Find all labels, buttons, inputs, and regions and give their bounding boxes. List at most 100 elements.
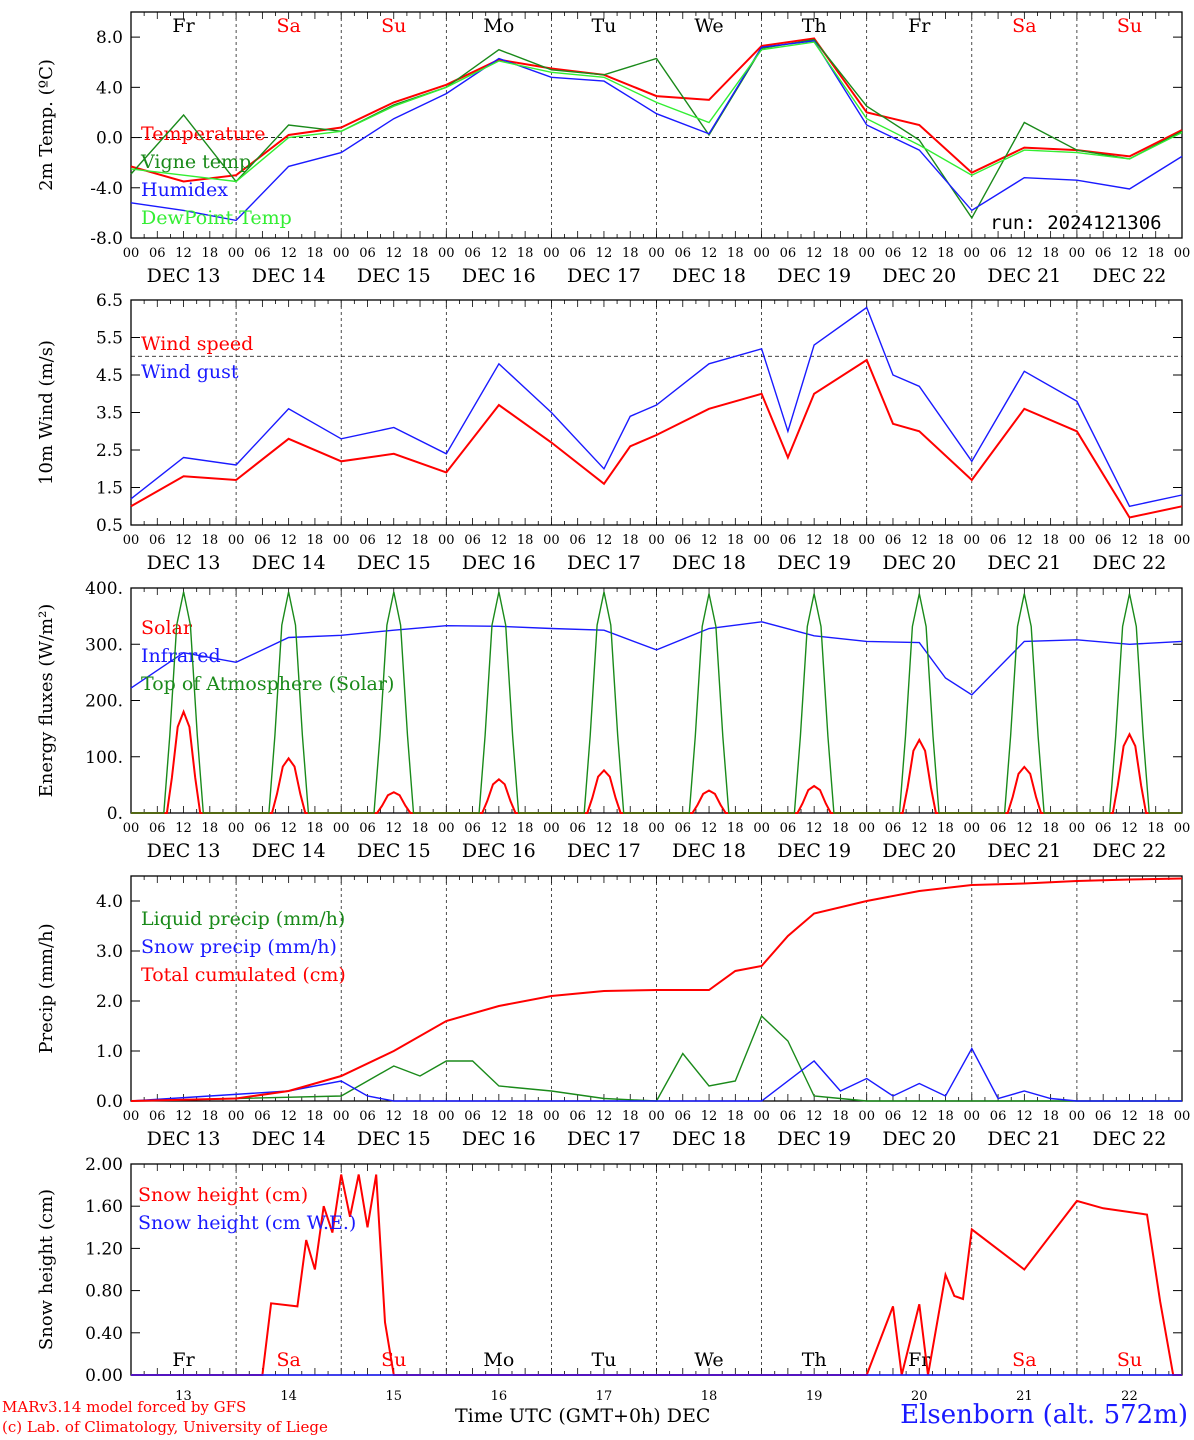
weekday-label: Sa bbox=[1012, 1349, 1036, 1371]
date-label: DEC 15 bbox=[357, 1128, 431, 1150]
date-label: DEC 20 bbox=[882, 840, 956, 862]
hour-tick-label: 18 bbox=[412, 821, 429, 836]
y-tick-label: 2.00 bbox=[85, 1155, 123, 1175]
run-label: run: 2024121306 bbox=[990, 212, 1162, 234]
hour-tick-label: 12 bbox=[806, 1109, 823, 1124]
hour-tick-label: 00 bbox=[333, 821, 350, 836]
hour-tick-label: 06 bbox=[885, 1109, 902, 1124]
credit-line-2: (c) Lab. of Climatology, University of L… bbox=[2, 1418, 328, 1436]
y-tick-label: 8.0 bbox=[96, 28, 123, 48]
hour-tick-label: 06 bbox=[149, 1109, 166, 1124]
hour-tick-label: 00 bbox=[964, 246, 981, 261]
date-label: DEC 17 bbox=[567, 1128, 641, 1150]
weekday-label: Sa bbox=[1012, 15, 1036, 37]
hour-tick-label: 12 bbox=[1016, 821, 1033, 836]
weekday-label: Tu bbox=[591, 1349, 616, 1371]
series-line-snow-precip-mm-h- bbox=[130, 1047, 1182, 1102]
hour-tick-label: 12 bbox=[280, 246, 297, 261]
series-line-vigne-temp bbox=[130, 38, 1183, 220]
weekday-label: Su bbox=[381, 1349, 406, 1371]
y-tick-label: 100. bbox=[85, 748, 123, 768]
hour-tick-label: 00 bbox=[1174, 246, 1191, 261]
date-label: DEC 21 bbox=[987, 840, 1061, 862]
station-name: Elsenborn (alt. 572m) bbox=[900, 1400, 1188, 1430]
hour-tick-label: 18 bbox=[832, 1109, 849, 1124]
hour-tick-label: 12 bbox=[385, 821, 402, 836]
hour-tick-label: 12 bbox=[280, 821, 297, 836]
series-line-wind-gust bbox=[130, 306, 1183, 508]
hour-tick-label: 00 bbox=[123, 1109, 140, 1124]
hour-tick-label: 12 bbox=[491, 821, 508, 836]
hour-tick-label: 00 bbox=[753, 821, 770, 836]
hour-tick-label: 06 bbox=[780, 821, 797, 836]
hour-tick-label: 06 bbox=[780, 246, 797, 261]
y-tick-label: 0.0 bbox=[96, 129, 123, 149]
legend-label: Total cumulated (cm) bbox=[141, 964, 346, 986]
hour-tick-label: 00 bbox=[438, 821, 455, 836]
hour-tick-label: 18 bbox=[412, 246, 429, 261]
hour-tick-label: 18 bbox=[622, 1109, 639, 1124]
hour-tick-label: 12 bbox=[806, 821, 823, 836]
hour-tick-label: 06 bbox=[885, 246, 902, 261]
date-label: DEC 21 bbox=[987, 552, 1061, 574]
date-label: DEC 18 bbox=[672, 552, 746, 574]
hour-tick-label: 18 bbox=[412, 533, 429, 548]
y-tick-label: 1.0 bbox=[96, 1042, 123, 1062]
hour-tick-label: 18 bbox=[1042, 533, 1059, 548]
hour-tick-label: 00 bbox=[648, 1109, 665, 1124]
hour-tick-label: 00 bbox=[1069, 246, 1086, 261]
hour-tick-label: 06 bbox=[780, 533, 797, 548]
hour-tick-label: 12 bbox=[806, 246, 823, 261]
hour-tick-label: 00 bbox=[753, 1109, 770, 1124]
legend-label: Humidex bbox=[141, 179, 228, 201]
hour-tick-label: 12 bbox=[596, 246, 613, 261]
hour-tick-label: 06 bbox=[569, 821, 586, 836]
weekday-label: Fr bbox=[172, 1349, 195, 1371]
date-label: DEC 21 bbox=[987, 265, 1061, 287]
date-label: DEC 22 bbox=[1093, 552, 1167, 574]
weekday-label: Fr bbox=[172, 15, 195, 37]
hour-tick-label: 06 bbox=[359, 533, 376, 548]
hour-tick-label: 00 bbox=[1174, 1109, 1191, 1124]
hour-tick-label: 18 bbox=[517, 1109, 534, 1124]
hour-tick-label: 06 bbox=[254, 821, 271, 836]
date-label: DEC 17 bbox=[567, 265, 641, 287]
date-label: DEC 15 bbox=[357, 840, 431, 862]
hour-tick-label: 18 bbox=[1147, 246, 1164, 261]
hour-tick-label: 18 bbox=[202, 1109, 219, 1124]
hour-tick-label: 00 bbox=[648, 246, 665, 261]
hour-tick-label: 06 bbox=[675, 533, 692, 548]
hour-tick-label: 06 bbox=[885, 533, 902, 548]
date-label: DEC 16 bbox=[462, 552, 536, 574]
y-tick-label: 3.0 bbox=[96, 942, 123, 962]
weekday-label: Mo bbox=[483, 1349, 514, 1371]
hour-tick-label: 06 bbox=[885, 821, 902, 836]
hour-tick-label: 18 bbox=[622, 246, 639, 261]
series-line-total-cumulated-cm- bbox=[130, 877, 1183, 1102]
hour-tick-label: 00 bbox=[228, 533, 245, 548]
hour-tick-label: 06 bbox=[569, 1109, 586, 1124]
weekday-label: Th bbox=[802, 15, 827, 37]
legend-label: Snow precip (mm/h) bbox=[141, 936, 337, 958]
hour-tick-label: 18 bbox=[1042, 1109, 1059, 1124]
date-label: DEC 22 bbox=[1093, 265, 1167, 287]
hour-tick-label: 06 bbox=[359, 1109, 376, 1124]
date-label: DEC 16 bbox=[462, 1128, 536, 1150]
hour-tick-label: 06 bbox=[149, 533, 166, 548]
date-label: DEC 13 bbox=[147, 1128, 221, 1150]
hour-tick-label: 18 bbox=[937, 821, 954, 836]
panel-temp: -8.0 -4.0 0.0 4.0 8.0 2m Temp. (ºC) 00 06 12 18 00… bbox=[36, 11, 1191, 287]
hour-tick-label: 06 bbox=[675, 821, 692, 836]
day-number-label: 13 bbox=[175, 1389, 192, 1404]
legend-label: Liquid precip (mm/h) bbox=[141, 908, 345, 930]
hour-tick-label: 18 bbox=[307, 533, 324, 548]
hour-tick-label: 12 bbox=[806, 533, 823, 548]
y-tick-label: 4.5 bbox=[96, 366, 123, 386]
hour-tick-label: 06 bbox=[990, 821, 1007, 836]
date-label: DEC 14 bbox=[252, 265, 326, 287]
hour-tick-label: 06 bbox=[780, 1109, 797, 1124]
y-axis-label: Snow height (cm) bbox=[36, 1189, 57, 1350]
date-label: DEC 20 bbox=[882, 552, 956, 574]
hour-tick-label: 18 bbox=[727, 533, 744, 548]
